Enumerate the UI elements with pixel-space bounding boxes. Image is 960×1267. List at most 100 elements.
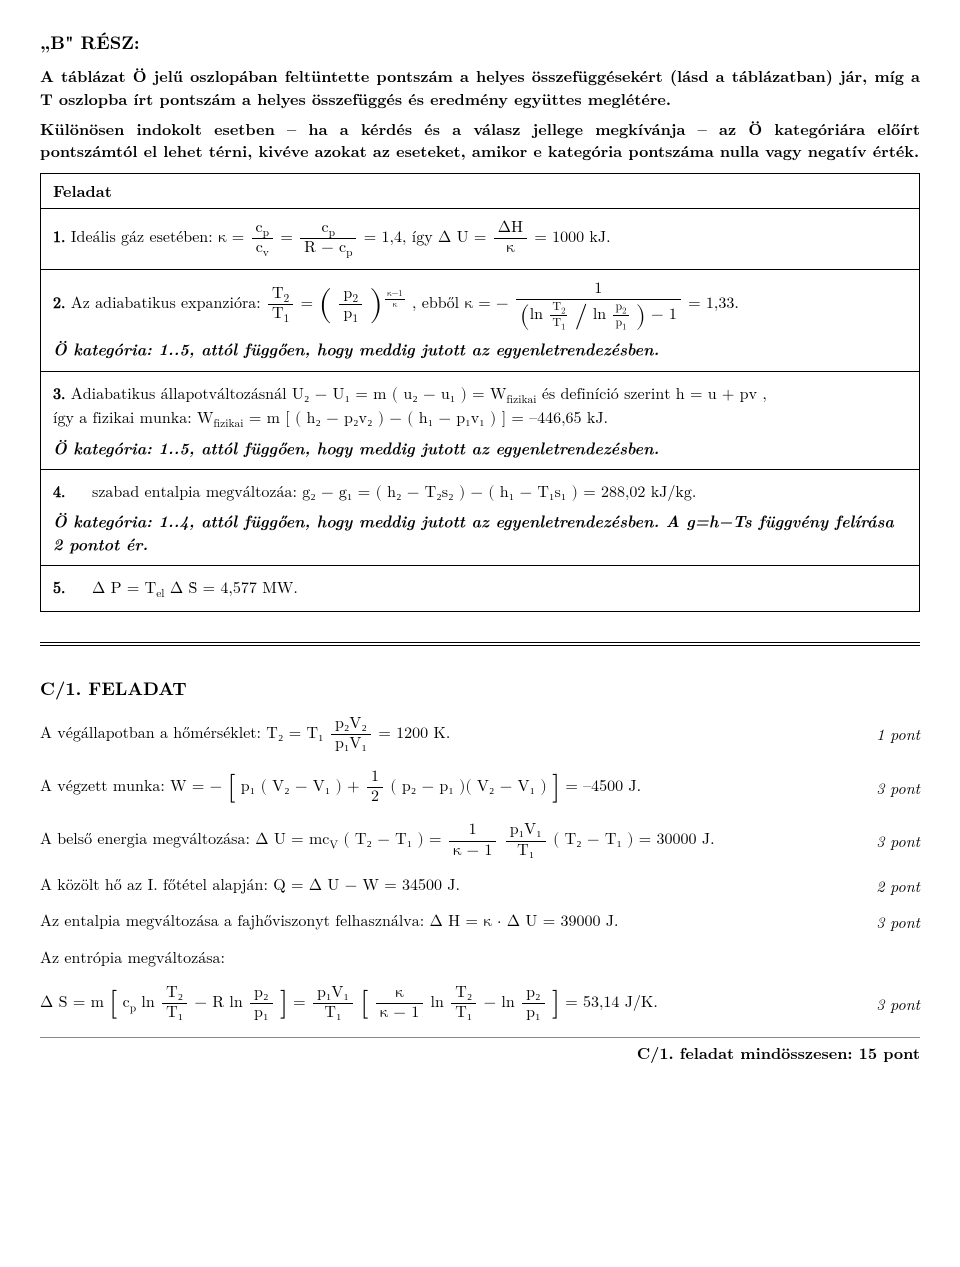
r2-ps1a: 1 — [352, 315, 358, 326]
c1r5-t1a: T₁ — [162, 1004, 187, 1023]
r3-num: 3. — [53, 387, 65, 403]
row-4: 4. szabad entalpia megváltozáa: g₂ − g₁ … — [41, 469, 919, 565]
c1r5-ln2: ln — [431, 995, 444, 1011]
r2-note: Ö kategória: 1..5, attól függően, hogy m… — [53, 338, 907, 360]
c1r2-pre: A belső energia megváltozása: Δ U = mc — [40, 833, 329, 849]
c1r2-gn: p₁V₁ — [506, 821, 546, 841]
c1r0-post: = 1200 K. — [378, 726, 450, 742]
r1-sv: v — [263, 249, 269, 260]
c1r2-mid2: ( T₂ − T₁ ) = 30000 J. — [553, 833, 714, 849]
c1r2-fn: 1 — [449, 821, 497, 841]
r2-t1a: T — [272, 306, 284, 322]
r3-f2: fizikai — [213, 419, 243, 430]
c1r5-mr: − R ln — [195, 995, 243, 1011]
section-b-title: „B" RÉSZ: — [40, 30, 920, 55]
c1r2-fd: κ − 1 — [449, 842, 497, 861]
c1r5-p1a: p₁ — [250, 1004, 272, 1023]
section-divider — [40, 642, 920, 646]
r2-s2a: 2 — [284, 294, 290, 305]
r1-res: = 1000 kJ. — [534, 230, 610, 246]
row-2: 2. Az adiabatikus expanzióra: T2 T1 = ( … — [41, 269, 919, 371]
r1-eq: = — [280, 230, 292, 246]
c1r1-hn: 1 — [367, 768, 383, 788]
c1r5-p2a: p₂ — [250, 984, 272, 1004]
c1r3-pts: 2 pont — [856, 875, 920, 897]
r3-t4: = m [ ( h₂ − p₂v₂ ) − ( h₁ − p₁v₁ ) ] = … — [249, 411, 608, 427]
c1-row-4: A közölt hő az I. főtétel alapján: Q = Δ… — [40, 875, 920, 897]
r2-s2b: 2 — [561, 307, 565, 316]
row-1: 1. Ideális gáz esetében: κ = cp cv = cp … — [41, 208, 919, 268]
c1r5-intro: Az entrópia megváltozása: — [40, 948, 920, 970]
c1r0-n: p₂V₂ — [331, 715, 371, 735]
c1r5-res: = 53,14 J/K. — [565, 995, 658, 1011]
r2-res: = 1,33. — [688, 296, 739, 312]
r2-s1b: 1 — [561, 322, 565, 331]
r2-en: κ−1 — [385, 289, 405, 300]
c1r0-d: p₁V₁ — [331, 735, 371, 754]
r2-num: 2. — [53, 296, 65, 312]
c1r5-p2b: p₂ — [522, 984, 544, 1004]
c1r5-ln1: ln — [141, 995, 154, 1011]
c1r1-hd: 2 — [367, 788, 383, 807]
c1r0-pre: A végállapotban a hőmérséklet: T₂ = T₁ — [40, 726, 324, 742]
r5-sub: el — [156, 589, 164, 600]
intro-p2: Különösen indokolt esetben – ha a kérdés… — [40, 118, 920, 163]
r2-s1a: 1 — [284, 315, 290, 326]
r1-texta: Ideális gáz esetében: κ = — [71, 230, 244, 246]
r2-t1b: T — [552, 317, 561, 329]
r2-one: 1 — [516, 280, 681, 300]
c1r4-t: Az entalpia megváltozása a fajhőviszonyt… — [40, 911, 856, 933]
c1r5-t1b: T₁ — [451, 1004, 476, 1023]
r1-sp1: p — [263, 228, 269, 239]
r1-num: 1. — [53, 230, 65, 246]
r2-ed: κ — [385, 300, 405, 310]
c1r5-pvd: T₁ — [313, 1004, 353, 1023]
row-5: 5. Δ P = Tel Δ Ṡ = 4,577 MW. — [41, 565, 919, 610]
c1r1-pre: A végzett munka: W = − — [40, 779, 222, 795]
c1-row-6: Az entrópia megváltozása: Δ S = m [ cp l… — [40, 948, 920, 1024]
c1-row-5: Az entalpia megváltozása a fajhőviszonyt… — [40, 911, 920, 933]
c1r5-t2b: T₂ — [451, 984, 476, 1004]
c1r2-gd: T₁ — [506, 842, 546, 861]
c1-total: C/1. feladat mindösszesen: 15 pont — [40, 1037, 920, 1064]
row-3: 3. Adiabatikus állapotváltozásnál U₂ − U… — [41, 371, 919, 469]
r2-ln1: ln — [530, 307, 543, 323]
c1-row-2: A végzett munka: W = − [ p₁ ( V₂ − V₁ ) … — [40, 768, 920, 807]
c1-row-1: A végállapotban a hőmérséklet: T₂ = T₁ p… — [40, 715, 920, 754]
c1r2-mid: ( T₂ − T₁ ) = — [343, 833, 441, 849]
r2-ps2b: 2 — [622, 307, 626, 316]
c1-title-text: C/1. FELADAT — [40, 676, 187, 701]
feladat-table: Feladat 1. Ideális gáz esetében: κ = cp … — [40, 173, 920, 612]
c1r5-pre: Δ S = m — [40, 995, 104, 1011]
c1r2-sv: V — [329, 841, 338, 852]
r3-t2: és definíció szerint h = u + pv , — [542, 387, 767, 403]
r2-t2b: T — [552, 301, 561, 313]
c1r5-pts: 3 pont — [856, 993, 920, 1015]
r2-p2a: p — [343, 286, 352, 302]
c1r5-mln: − ln — [484, 995, 515, 1011]
r1-sp3: p — [346, 249, 352, 260]
r2-ps1b: 1 — [622, 322, 626, 331]
c1r3-t: A közölt hő az I. főtétel alapján: Q = Δ… — [40, 875, 856, 897]
r1-k: κ — [494, 239, 527, 258]
r2-t2a: T — [272, 286, 284, 302]
c1r0-pts: 1 pont — [856, 723, 920, 745]
c1r5-p1b: p₁ — [522, 1004, 544, 1023]
r5-t2: Δ Ṡ = 4,577 MW. — [170, 581, 298, 597]
feladat-header: Feladat — [41, 174, 919, 208]
c1-row-3: A belső energia megváltozása: Δ U = mcV … — [40, 821, 920, 860]
b-title-text: „B" RÉSZ: — [40, 30, 140, 55]
r3-t3: így a fizikai munka: W — [53, 411, 213, 427]
c1r5-t2a: T₂ — [162, 984, 187, 1004]
c1r5-eq: = — [293, 995, 311, 1011]
r1-cp: c — [256, 220, 263, 236]
c1r1-in: p₁ ( V₂ − V₁ ) + — [241, 779, 360, 795]
r1-dh: ΔH — [494, 219, 527, 239]
r1-cp2: c — [322, 220, 329, 236]
c1r5-pvn: p₁V₁ — [313, 984, 353, 1004]
intro-p1: A táblázat Ö jelű oszlopában feltüntette… — [40, 65, 920, 110]
r4-note: Ö kategória: 1..4, attól függően, hogy m… — [53, 510, 907, 555]
c1r5-cp: c — [123, 995, 130, 1011]
r2-ln2: ln — [593, 307, 606, 323]
c1r5-kn: κ — [376, 984, 424, 1004]
